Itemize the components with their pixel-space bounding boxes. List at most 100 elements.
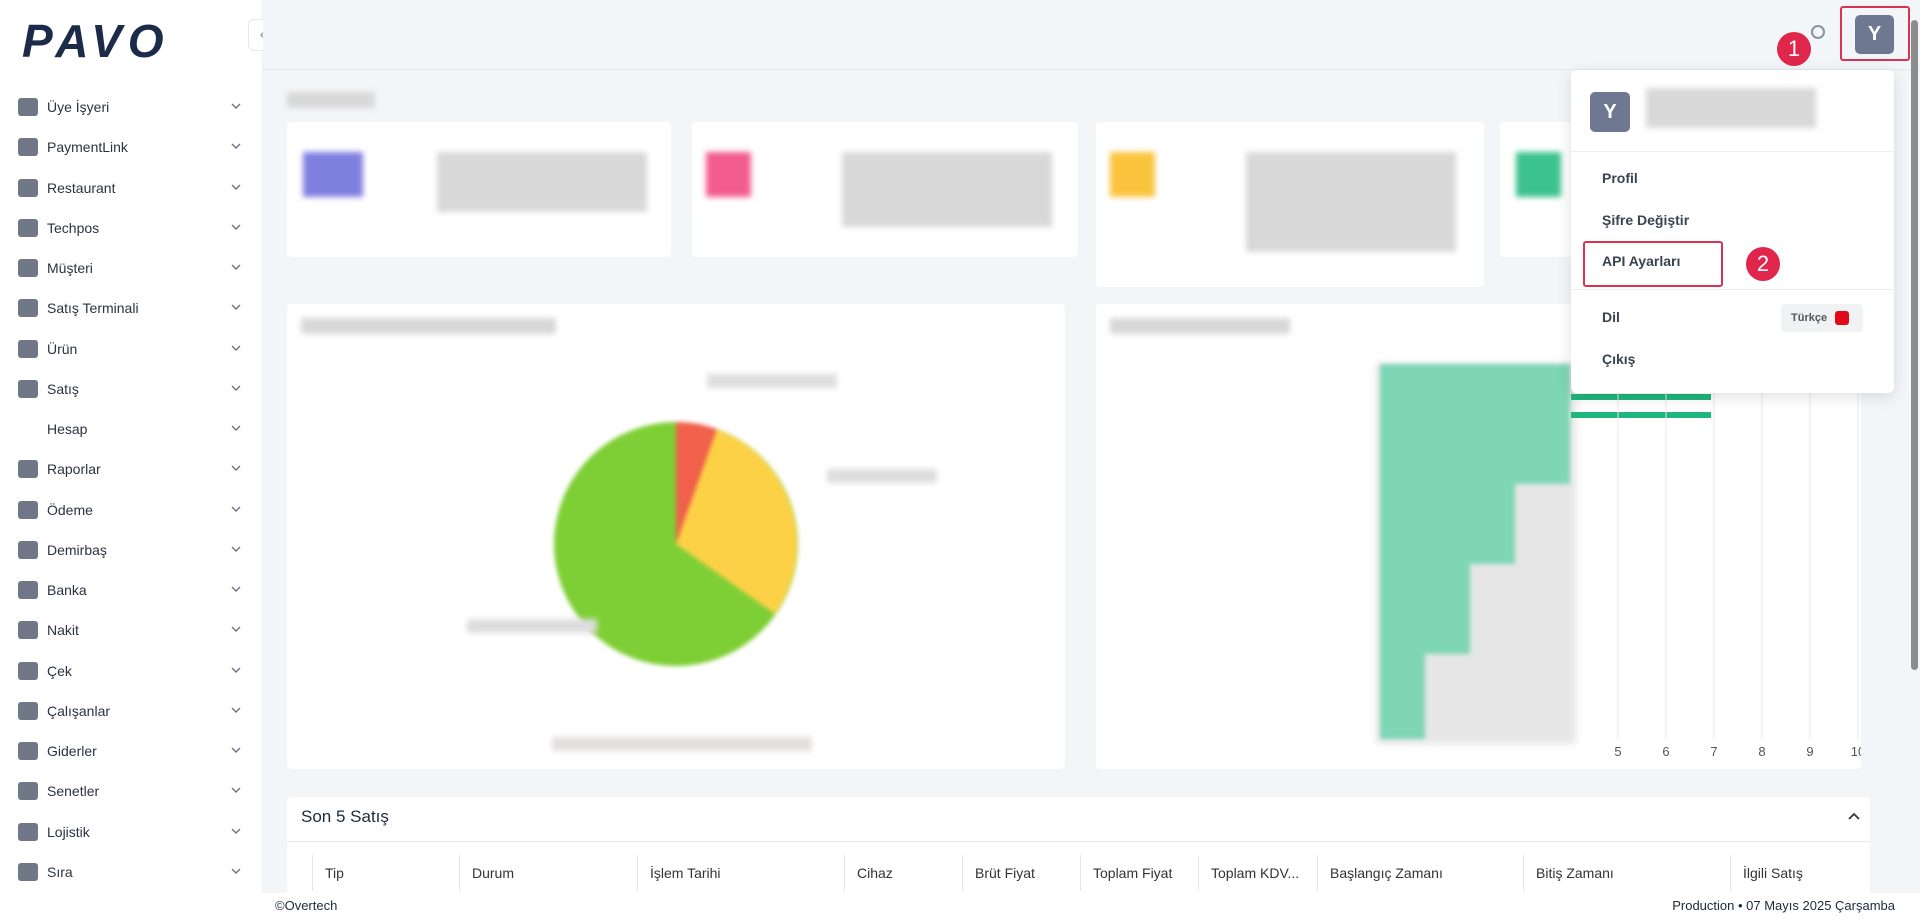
pie-chart	[467, 374, 937, 751]
chevron	[231, 345, 241, 351]
nav-label: Demirbaş	[47, 541, 107, 558]
x-tick-label: 5	[1614, 744, 1621, 759]
chevron-path	[231, 787, 241, 794]
chevron	[231, 667, 241, 673]
nav-icon	[18, 581, 38, 599]
nav-icon	[18, 782, 38, 801]
stat-card	[1096, 122, 1484, 287]
chevron	[231, 828, 241, 834]
step-badge: 1	[1777, 32, 1811, 66]
divider	[1571, 289, 1894, 290]
nav-item[interactable]: Satış Terminali	[0, 290, 263, 326]
chevron-path	[231, 264, 241, 270]
pie-slice	[676, 422, 798, 614]
nav-item[interactable]: Demirbaş	[0, 532, 263, 568]
column-header: Tip	[312, 855, 459, 891]
chevron-path	[231, 143, 241, 150]
nav-item[interactable]: Banka	[0, 572, 263, 608]
nav-item[interactable]: Üye İşyeri	[0, 89, 263, 125]
x-tick-label: 8	[1758, 744, 1765, 759]
blurred-label	[707, 374, 837, 388]
chevron	[231, 184, 241, 190]
nav-label: Banka	[47, 582, 87, 598]
nav-icon	[18, 500, 38, 519]
card-icon	[303, 152, 363, 197]
blurred-text	[287, 92, 375, 108]
scrollbar[interactable]	[1911, 20, 1918, 670]
nav-item[interactable]: PaymentLink	[0, 129, 263, 165]
stat-card	[287, 122, 671, 257]
nav-label: Restaurant	[47, 179, 116, 196]
nav-item[interactable]: Müşteri	[0, 250, 263, 286]
search-icon[interactable]	[1810, 24, 1830, 44]
chevron-path	[231, 667, 241, 673]
menu-item[interactable]: API Ayarları	[1602, 253, 1681, 269]
nav-label: Sıra	[47, 863, 73, 880]
menu-item[interactable]: Şifre Değiştir	[1602, 212, 1690, 228]
column-header: Başlangıç Zamanı	[1317, 855, 1523, 891]
card-icon	[1110, 152, 1155, 197]
nav-item[interactable]: Lojistik	[0, 814, 263, 850]
x-tick-label: 6	[1662, 744, 1669, 759]
menu-item[interactable]: Dil	[1602, 309, 1620, 325]
nav-item[interactable]: Restaurant	[0, 170, 263, 206]
sidebar: PAVO Üye İşyeri PaymentLink Restaurant Tech…	[0, 0, 280, 919]
nav-label: Giderler	[47, 743, 97, 759]
footer-right: Production • 07 Mayıs 2025 Çarşamba	[1672, 898, 1895, 913]
column-header: Bitiş Zamanı	[1523, 855, 1730, 891]
nav-icon	[18, 420, 38, 438]
nav-item[interactable]: Satış	[0, 371, 263, 407]
highlight-box	[1583, 241, 1723, 287]
language-badge[interactable]: Türkçe	[1781, 304, 1863, 332]
nav-item[interactable]: Hesap	[0, 411, 263, 447]
chevron-path	[231, 546, 241, 552]
menu-avatar: Y	[1590, 92, 1630, 132]
user-menu: Y Türkçe Profil Şifre Değiştir API Ayarlar…	[1571, 70, 1894, 393]
nav-item[interactable]: Ürün	[0, 331, 263, 367]
nav-item[interactable]: Techpos	[0, 210, 263, 246]
column-header: Durum	[459, 855, 637, 891]
nav-icon	[18, 138, 38, 157]
collapse-icon[interactable]	[1847, 809, 1861, 823]
nav-item[interactable]: Sıra	[0, 854, 263, 890]
bar-chart: 5 6 7 8 9 10	[1376, 324, 1861, 759]
chevron-path	[231, 868, 241, 874]
nav-item[interactable]: Nakit	[0, 612, 263, 648]
x-tick-label: 10	[1851, 744, 1861, 759]
chevron-path	[231, 345, 241, 351]
chevron	[231, 224, 241, 230]
chevron-path	[231, 707, 241, 713]
card-icon	[1516, 152, 1561, 197]
nav-icon	[18, 299, 38, 318]
pie-card	[287, 304, 1065, 769]
nav-item[interactable]: Raporlar	[0, 451, 263, 487]
nav-icon	[18, 701, 38, 720]
nav-item[interactable]: Ödeme	[0, 492, 263, 528]
nav-item[interactable]: Giderler	[0, 733, 263, 769]
nav-icon	[18, 339, 38, 358]
nav-item[interactable]: Senetler	[0, 773, 263, 809]
stat-card	[692, 122, 1078, 257]
nav-icon	[18, 862, 38, 881]
chevron	[231, 425, 241, 431]
blurred-text	[842, 152, 1052, 227]
chevron	[231, 103, 241, 109]
nav-label: Ödeme	[47, 501, 93, 518]
pie-slice	[676, 421, 717, 544]
avatar-button[interactable]: Y	[1855, 15, 1894, 54]
chevron-path	[231, 425, 241, 431]
nav-label: Çek	[47, 662, 72, 679]
menu-item[interactable]: Profil	[1602, 170, 1638, 186]
stat-card	[1500, 122, 1580, 257]
menu-item[interactable]: Çıkış	[1602, 351, 1636, 367]
chevron	[231, 385, 241, 391]
nav-icon	[18, 98, 38, 116]
footer-left: ©Overtech	[275, 898, 338, 913]
nav-icon	[18, 218, 38, 237]
chevron	[231, 868, 241, 874]
bar	[1380, 484, 1515, 564]
nav-item[interactable]: Çek	[0, 653, 263, 689]
nav-label: Çalışanlar	[47, 702, 111, 719]
nav-item[interactable]: Çalışanlar	[0, 693, 263, 729]
